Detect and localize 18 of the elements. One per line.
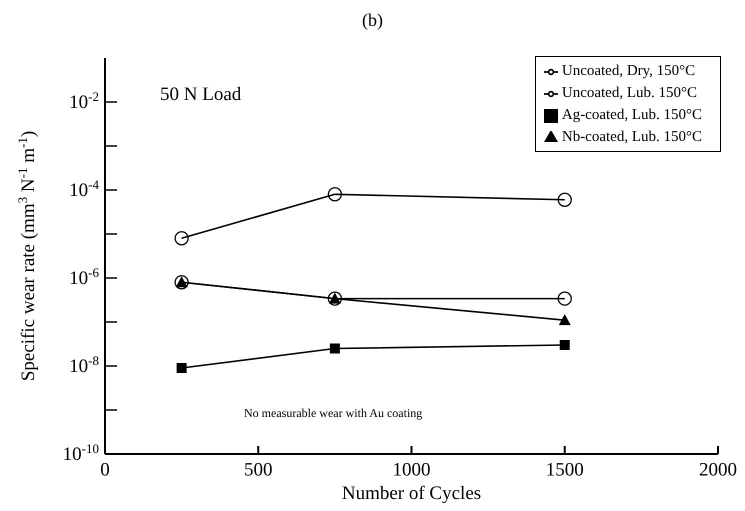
y-tick-label: 10$^{-4}$ — [69, 176, 100, 201]
x-tick-label: 1500 — [546, 459, 584, 480]
legend-label: Nb-coated, Lub. 150°C — [562, 129, 702, 145]
y-tick-label: 10$^{-2}$ — [69, 88, 99, 113]
y-tick-label: 10$^{-10}$ — [62, 440, 99, 465]
legend-label: Ag-coated, Lub. 150°C — [562, 107, 702, 123]
legend-label: Uncoated, Dry, 150°C — [562, 63, 696, 79]
y-tick-label: 10$^{-8}$ — [69, 352, 99, 377]
x-tick-label: 1000 — [392, 459, 430, 480]
legend-label: Uncoated, Lub. 150°C — [562, 85, 697, 101]
x-tick-label: 500 — [244, 459, 272, 480]
chart-title: (b) — [361, 10, 384, 31]
x-tick-label: 2000 — [699, 459, 737, 480]
annotation: No measurable wear with Au coating — [244, 406, 422, 421]
x-tick-label: 0 — [100, 459, 110, 480]
y-tick-label: 10$^{-6}$ — [69, 264, 100, 289]
x-axis-title: Number of Cycles — [342, 483, 482, 504]
annotation: 50 N Load — [160, 84, 242, 106]
